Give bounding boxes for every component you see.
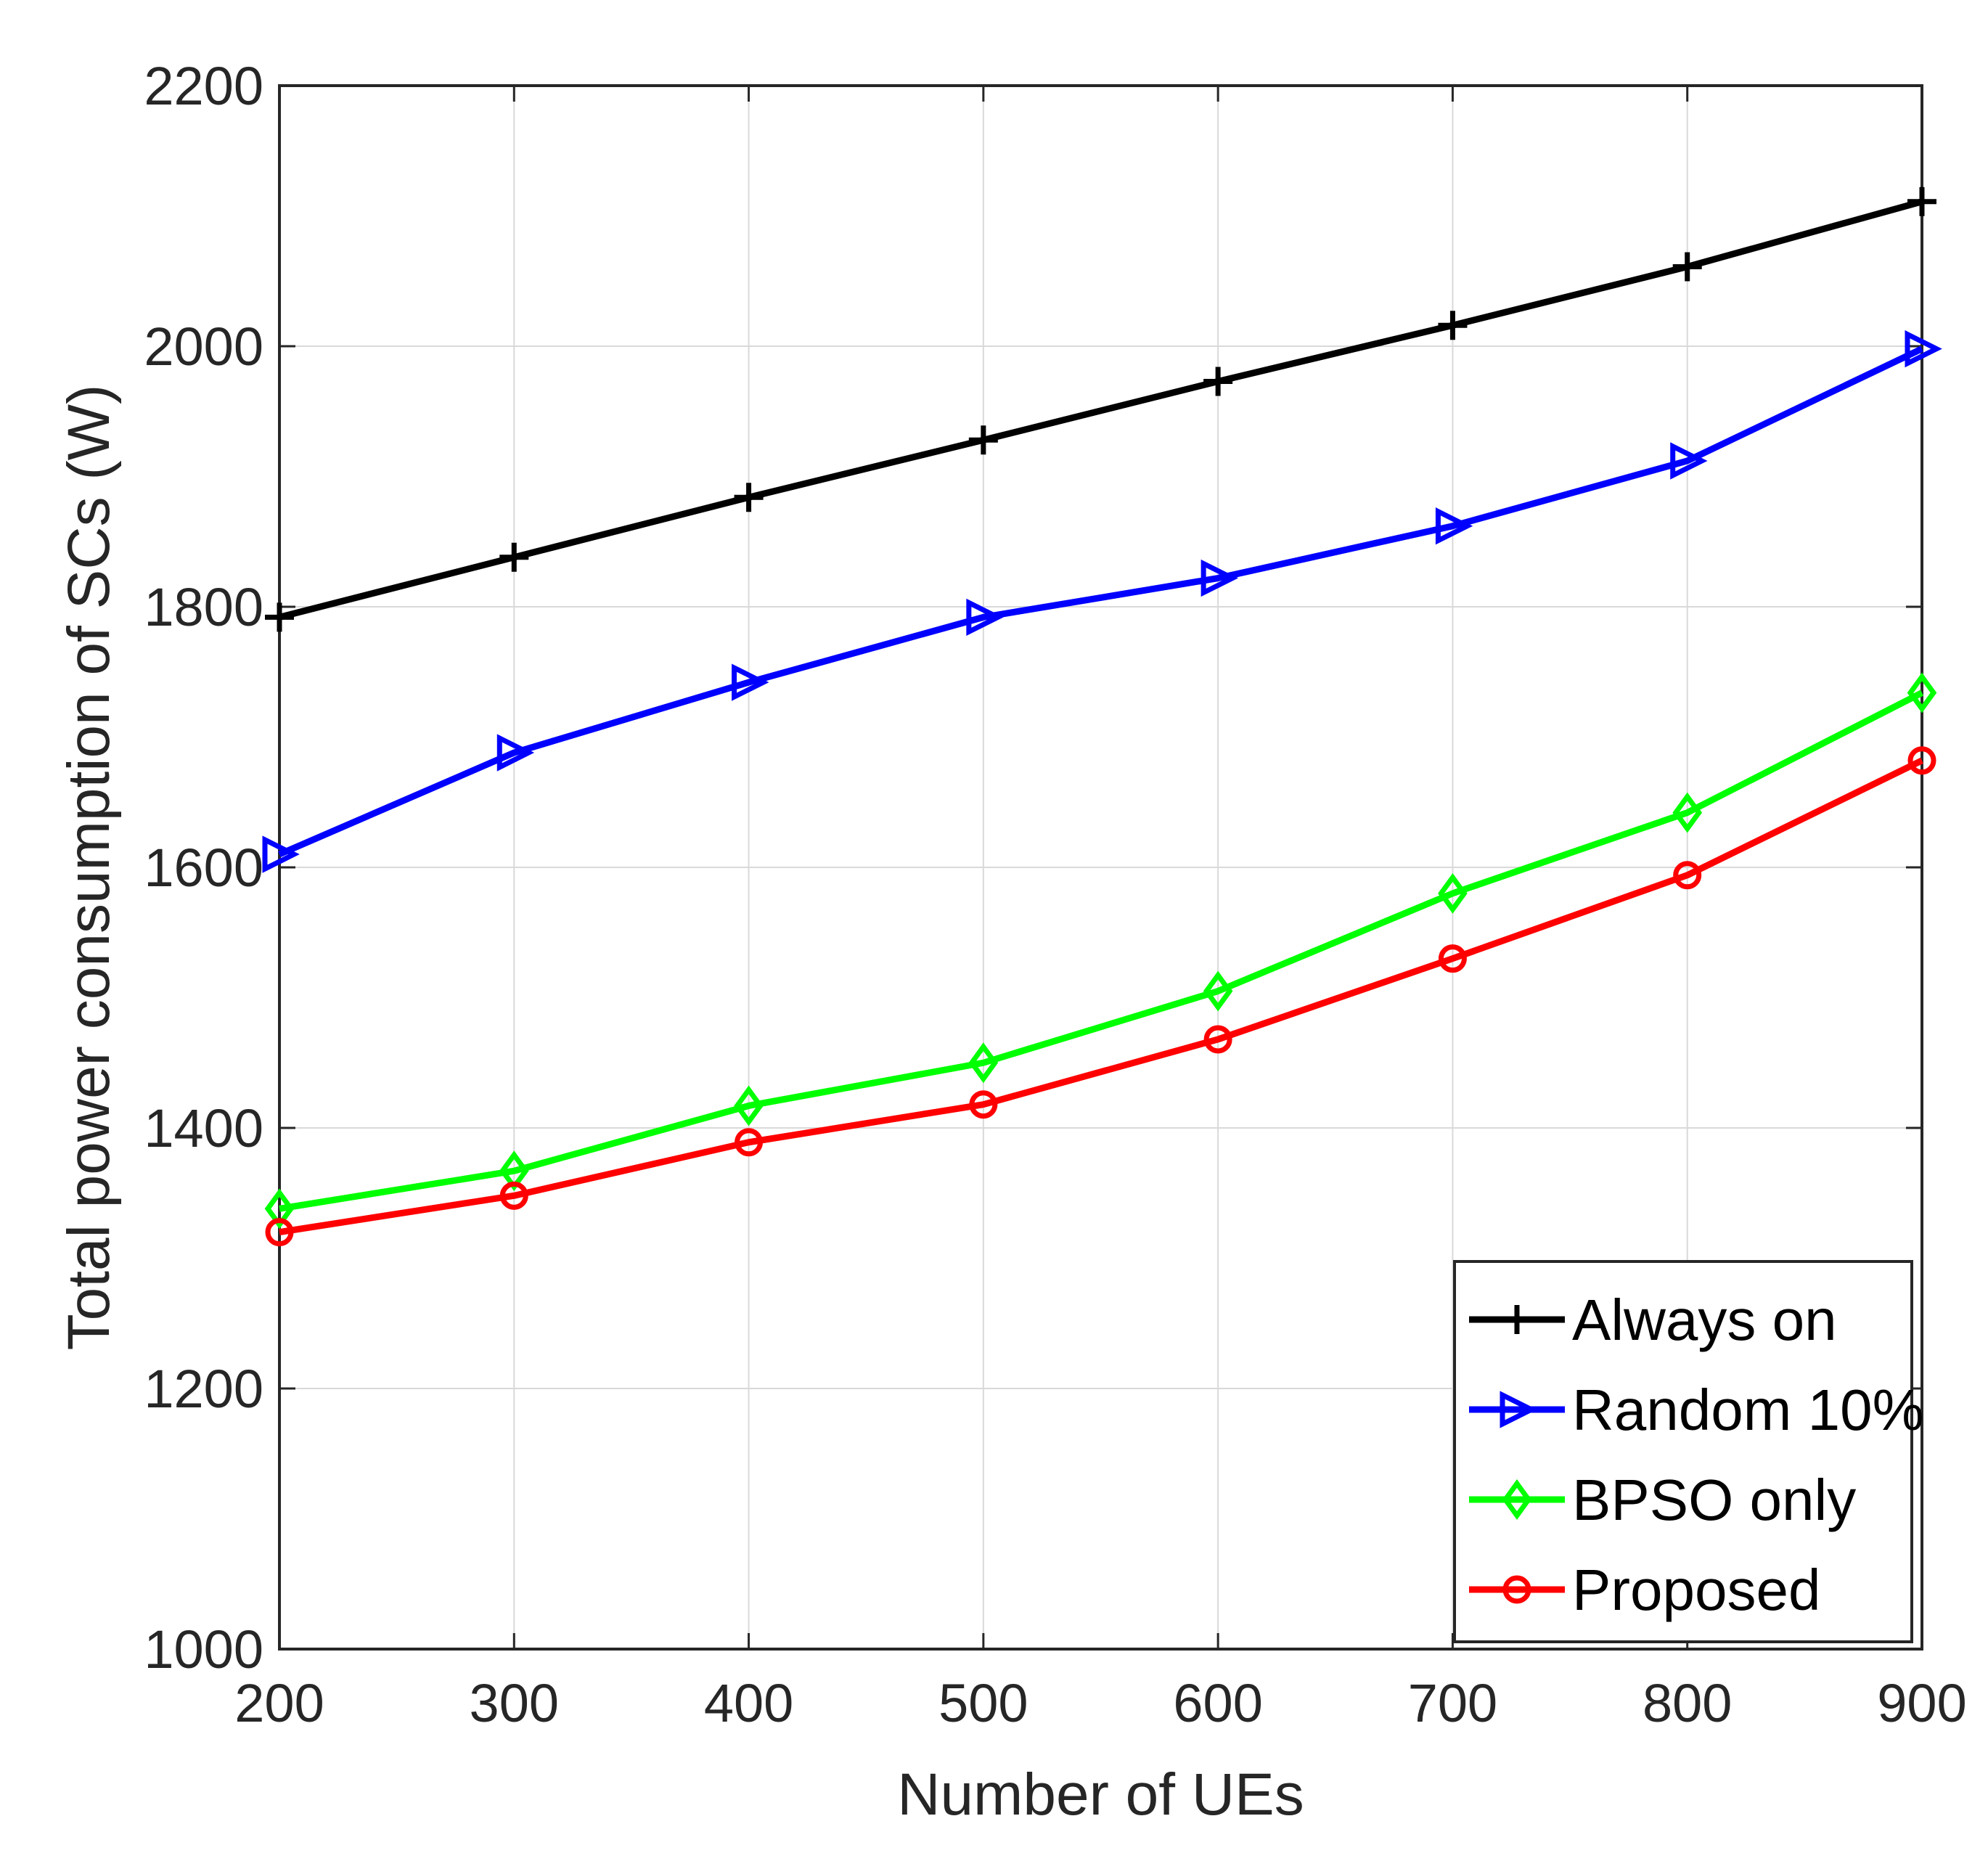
x-tick-label: 200 [234, 1673, 324, 1733]
data-point-always-on [1907, 187, 1936, 216]
data-point-bpso-only [264, 1188, 295, 1230]
data-point-proposed [1673, 861, 1702, 890]
series-line-bpso-only [279, 690, 1924, 1212]
data-point-random-10 [262, 835, 300, 873]
data-point-random-10 [1200, 559, 1238, 597]
data-point-always-on [1438, 311, 1468, 340]
data-point-random-10 [1435, 507, 1473, 545]
x-tick-label: 600 [1173, 1673, 1262, 1733]
series-line-always-on [278, 198, 1923, 621]
data-point-random-10 [966, 598, 1004, 637]
data-point-proposed [969, 1090, 998, 1119]
series-random-10 [262, 330, 1942, 873]
legend-item-random-10: Random 10% [1469, 1378, 1924, 1442]
y-tick-label: 1400 [144, 1098, 263, 1158]
legend-marker [1500, 1391, 1537, 1428]
x-tick-label: 500 [938, 1673, 1028, 1733]
data-point-proposed [735, 1128, 764, 1157]
legend-label: Proposed [1572, 1558, 1820, 1622]
series-line-random-10 [278, 345, 1923, 858]
legend-label: Always on [1572, 1288, 1837, 1352]
legend: Always on Random 10% BPSO only Proposed [1453, 1260, 1924, 1643]
data-point-proposed [265, 1218, 294, 1247]
y-axis-label: Total power consumption of SCs (W) [56, 385, 122, 1351]
legend-label: BPSO only [1572, 1468, 1856, 1532]
data-point-always-on [265, 602, 294, 632]
x-tick-label: 300 [470, 1673, 559, 1733]
x-axis-label: Number of UEs [897, 1762, 1304, 1828]
x-tick-label: 700 [1408, 1673, 1497, 1733]
data-point-bpso-only [1907, 672, 1937, 713]
data-point-proposed [1203, 1025, 1232, 1054]
y-tick-label: 2200 [144, 56, 263, 116]
data-point-random-10 [732, 663, 769, 701]
data-point-random-10 [496, 734, 535, 772]
data-point-always-on [1672, 252, 1702, 282]
legend-marker [1502, 1479, 1532, 1520]
data-point-always-on [968, 425, 998, 455]
series-always-on [265, 187, 1936, 632]
data-point-always-on [499, 542, 529, 572]
data-point-always-on [734, 483, 764, 512]
data-point-bpso-only [1203, 970, 1233, 1012]
series-lines [262, 187, 1942, 1247]
data-point-bpso-only [1438, 872, 1468, 914]
legend-item-bpso-only: BPSO only [1469, 1468, 1856, 1532]
legend-label: Random 10% [1572, 1378, 1924, 1442]
axis-ticks: 200 300 400 500 600 700 800 900 1000 1200 1400 1600… [144, 56, 1966, 1733]
data-point-bpso-only [499, 1150, 529, 1192]
series-line-proposed [279, 757, 1923, 1236]
data-point-bpso-only [734, 1085, 764, 1126]
y-tick-label: 1600 [144, 838, 263, 898]
y-tick-label: 1800 [144, 577, 263, 637]
y-tick-label: 1200 [144, 1359, 263, 1419]
legend-box [1453, 1260, 1913, 1643]
y-tick-label: 1000 [144, 1619, 263, 1680]
series-bpso-only [264, 672, 1937, 1230]
x-tick-label: 800 [1643, 1673, 1732, 1733]
data-point-bpso-only [968, 1042, 999, 1084]
grid [279, 86, 1922, 1649]
legend-marker [1502, 1305, 1531, 1334]
data-point-always-on [1203, 367, 1233, 396]
data-point-random-10 [1905, 330, 1942, 368]
series-proposed [265, 746, 1936, 1247]
legend-marker [1502, 1575, 1531, 1604]
y-tick-label: 2000 [144, 316, 263, 377]
data-point-proposed [499, 1181, 528, 1210]
x-tick-label: 900 [1877, 1673, 1966, 1733]
data-point-proposed [1438, 944, 1467, 973]
x-tick-label: 400 [704, 1673, 793, 1733]
data-point-proposed [1907, 746, 1936, 775]
legend-item-always-on: Always on [1469, 1288, 1837, 1352]
data-point-bpso-only [1672, 792, 1703, 833]
data-point-random-10 [1670, 442, 1708, 480]
legend-item-proposed: Proposed [1469, 1558, 1820, 1622]
